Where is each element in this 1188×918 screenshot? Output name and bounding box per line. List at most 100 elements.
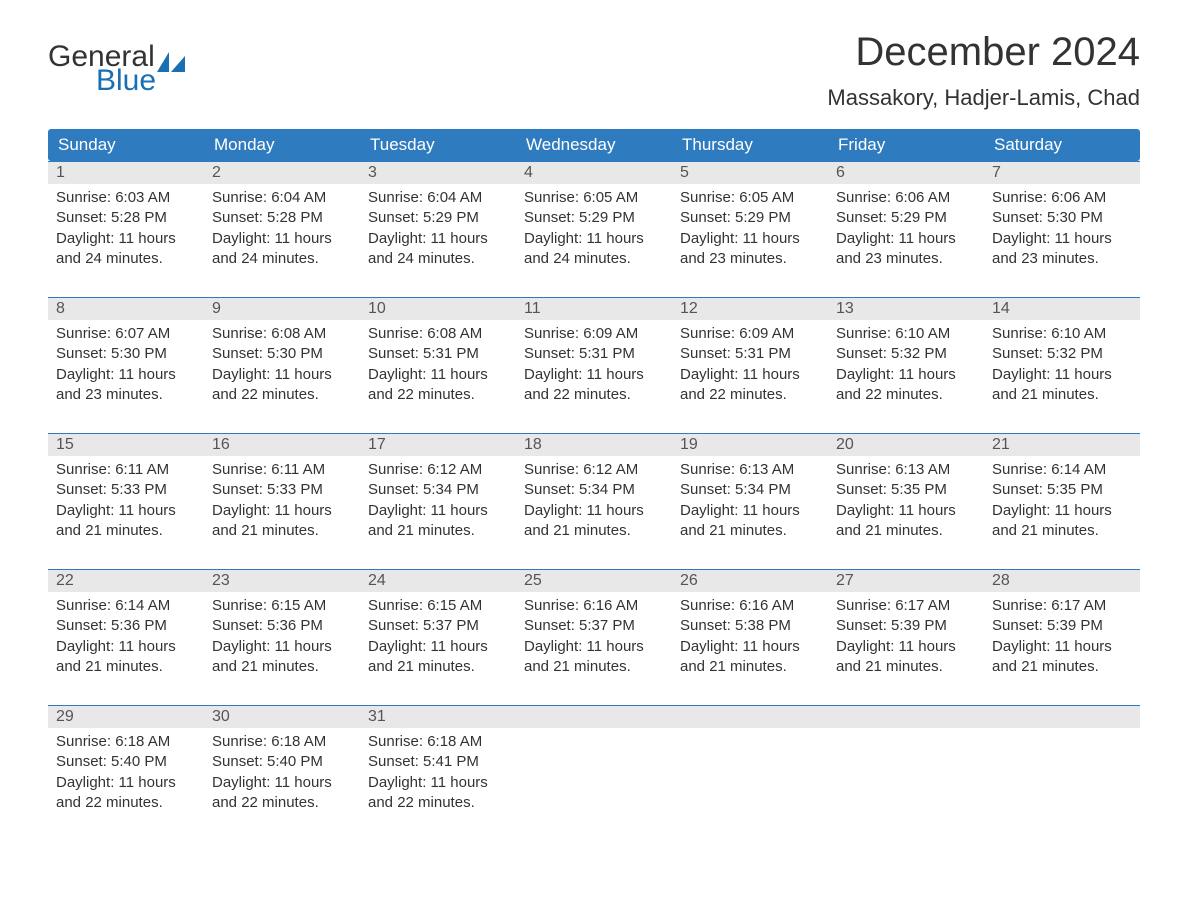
sunset-text: Sunset: 5:30 PM <box>56 344 196 364</box>
daylight-text: Daylight: 11 hours and 23 minutes. <box>836 229 976 270</box>
sunset-text: Sunset: 5:39 PM <box>836 616 976 636</box>
sunrise-text: Sunrise: 6:10 AM <box>992 324 1132 344</box>
day-body: Sunrise: 6:06 AMSunset: 5:29 PMDaylight:… <box>828 184 984 277</box>
sunset-text: Sunset: 5:31 PM <box>524 344 664 364</box>
day-body: Sunrise: 6:17 AMSunset: 5:39 PMDaylight:… <box>984 592 1140 685</box>
sunrise-text: Sunrise: 6:16 AM <box>680 596 820 616</box>
calendar-cell <box>828 706 984 821</box>
sunrise-text: Sunrise: 6:13 AM <box>680 460 820 480</box>
calendar-cell: 15Sunrise: 6:11 AMSunset: 5:33 PMDayligh… <box>48 434 204 549</box>
day-body: Sunrise: 6:04 AMSunset: 5:28 PMDaylight:… <box>204 184 360 277</box>
sunrise-text: Sunrise: 6:04 AM <box>212 188 352 208</box>
sunrise-text: Sunrise: 6:09 AM <box>524 324 664 344</box>
calendar-cell: 13Sunrise: 6:10 AMSunset: 5:32 PMDayligh… <box>828 298 984 413</box>
day-number: 26 <box>672 570 828 592</box>
daylight-text: Daylight: 11 hours and 21 minutes. <box>836 637 976 678</box>
daylight-text: Daylight: 11 hours and 22 minutes. <box>524 365 664 406</box>
calendar-cell: 20Sunrise: 6:13 AMSunset: 5:35 PMDayligh… <box>828 434 984 549</box>
sunset-text: Sunset: 5:32 PM <box>992 344 1132 364</box>
sunset-text: Sunset: 5:31 PM <box>680 344 820 364</box>
day-number: 17 <box>360 434 516 456</box>
day-number: 11 <box>516 298 672 320</box>
daylight-text: Daylight: 11 hours and 21 minutes. <box>680 637 820 678</box>
day-number: 25 <box>516 570 672 592</box>
calendar: SundayMondayTuesdayWednesdayThursdayFrid… <box>48 129 1140 821</box>
calendar-cell: 26Sunrise: 6:16 AMSunset: 5:38 PMDayligh… <box>672 570 828 685</box>
week-row: 22Sunrise: 6:14 AMSunset: 5:36 PMDayligh… <box>48 569 1140 685</box>
daylight-text: Daylight: 11 hours and 22 minutes. <box>836 365 976 406</box>
daylight-text: Daylight: 11 hours and 21 minutes. <box>992 637 1132 678</box>
day-header: Sunday <box>48 129 204 161</box>
day-body: Sunrise: 6:05 AMSunset: 5:29 PMDaylight:… <box>672 184 828 277</box>
sunset-text: Sunset: 5:29 PM <box>836 208 976 228</box>
sunrise-text: Sunrise: 6:10 AM <box>836 324 976 344</box>
day-body: Sunrise: 6:05 AMSunset: 5:29 PMDaylight:… <box>516 184 672 277</box>
calendar-cell: 11Sunrise: 6:09 AMSunset: 5:31 PMDayligh… <box>516 298 672 413</box>
day-number: 18 <box>516 434 672 456</box>
daylight-text: Daylight: 11 hours and 21 minutes. <box>368 637 508 678</box>
day-number: 22 <box>48 570 204 592</box>
day-body <box>672 728 828 788</box>
day-body: Sunrise: 6:08 AMSunset: 5:31 PMDaylight:… <box>360 320 516 413</box>
sunrise-text: Sunrise: 6:08 AM <box>212 324 352 344</box>
day-body: Sunrise: 6:13 AMSunset: 5:34 PMDaylight:… <box>672 456 828 549</box>
day-body: Sunrise: 6:16 AMSunset: 5:38 PMDaylight:… <box>672 592 828 685</box>
daylight-text: Daylight: 11 hours and 21 minutes. <box>524 637 664 678</box>
calendar-cell: 5Sunrise: 6:05 AMSunset: 5:29 PMDaylight… <box>672 162 828 277</box>
sunset-text: Sunset: 5:29 PM <box>368 208 508 228</box>
day-number: 24 <box>360 570 516 592</box>
daylight-text: Daylight: 11 hours and 21 minutes. <box>680 501 820 542</box>
sunset-text: Sunset: 5:29 PM <box>680 208 820 228</box>
sunrise-text: Sunrise: 6:07 AM <box>56 324 196 344</box>
sunrise-text: Sunrise: 6:14 AM <box>992 460 1132 480</box>
sunrise-text: Sunrise: 6:11 AM <box>56 460 196 480</box>
calendar-cell: 25Sunrise: 6:16 AMSunset: 5:37 PMDayligh… <box>516 570 672 685</box>
sunrise-text: Sunrise: 6:08 AM <box>368 324 508 344</box>
sunset-text: Sunset: 5:40 PM <box>212 752 352 772</box>
daylight-text: Daylight: 11 hours and 21 minutes. <box>56 637 196 678</box>
day-header: Tuesday <box>360 129 516 161</box>
day-body: Sunrise: 6:07 AMSunset: 5:30 PMDaylight:… <box>48 320 204 413</box>
day-number: 6 <box>828 162 984 184</box>
sunrise-text: Sunrise: 6:15 AM <box>368 596 508 616</box>
day-body: Sunrise: 6:13 AMSunset: 5:35 PMDaylight:… <box>828 456 984 549</box>
sunrise-text: Sunrise: 6:11 AM <box>212 460 352 480</box>
week-row: 1Sunrise: 6:03 AMSunset: 5:28 PMDaylight… <box>48 161 1140 277</box>
calendar-cell: 31Sunrise: 6:18 AMSunset: 5:41 PMDayligh… <box>360 706 516 821</box>
day-number: 21 <box>984 434 1140 456</box>
sunrise-text: Sunrise: 6:18 AM <box>212 732 352 752</box>
daylight-text: Daylight: 11 hours and 21 minutes. <box>56 501 196 542</box>
day-number: 4 <box>516 162 672 184</box>
day-number: 5 <box>672 162 828 184</box>
day-number: 16 <box>204 434 360 456</box>
sunset-text: Sunset: 5:36 PM <box>56 616 196 636</box>
daylight-text: Daylight: 11 hours and 24 minutes. <box>524 229 664 270</box>
calendar-cell <box>984 706 1140 821</box>
day-body: Sunrise: 6:03 AMSunset: 5:28 PMDaylight:… <box>48 184 204 277</box>
sunset-text: Sunset: 5:36 PM <box>212 616 352 636</box>
day-number: 7 <box>984 162 1140 184</box>
day-number: 14 <box>984 298 1140 320</box>
day-header: Friday <box>828 129 984 161</box>
day-number: 1 <box>48 162 204 184</box>
daylight-text: Daylight: 11 hours and 23 minutes. <box>992 229 1132 270</box>
sunset-text: Sunset: 5:28 PM <box>212 208 352 228</box>
sunrise-text: Sunrise: 6:09 AM <box>680 324 820 344</box>
daylight-text: Daylight: 11 hours and 22 minutes. <box>368 365 508 406</box>
sunset-text: Sunset: 5:37 PM <box>368 616 508 636</box>
calendar-cell: 9Sunrise: 6:08 AMSunset: 5:30 PMDaylight… <box>204 298 360 413</box>
week-row: 29Sunrise: 6:18 AMSunset: 5:40 PMDayligh… <box>48 705 1140 821</box>
week-row: 15Sunrise: 6:11 AMSunset: 5:33 PMDayligh… <box>48 433 1140 549</box>
calendar-cell: 3Sunrise: 6:04 AMSunset: 5:29 PMDaylight… <box>360 162 516 277</box>
calendar-cell: 12Sunrise: 6:09 AMSunset: 5:31 PMDayligh… <box>672 298 828 413</box>
day-body: Sunrise: 6:08 AMSunset: 5:30 PMDaylight:… <box>204 320 360 413</box>
day-body: Sunrise: 6:09 AMSunset: 5:31 PMDaylight:… <box>516 320 672 413</box>
daylight-text: Daylight: 11 hours and 22 minutes. <box>680 365 820 406</box>
day-body: Sunrise: 6:18 AMSunset: 5:40 PMDaylight:… <box>48 728 204 821</box>
sunrise-text: Sunrise: 6:18 AM <box>56 732 196 752</box>
sunset-text: Sunset: 5:30 PM <box>992 208 1132 228</box>
day-body: Sunrise: 6:18 AMSunset: 5:41 PMDaylight:… <box>360 728 516 821</box>
calendar-cell: 30Sunrise: 6:18 AMSunset: 5:40 PMDayligh… <box>204 706 360 821</box>
day-body: Sunrise: 6:15 AMSunset: 5:37 PMDaylight:… <box>360 592 516 685</box>
sunrise-text: Sunrise: 6:06 AM <box>836 188 976 208</box>
